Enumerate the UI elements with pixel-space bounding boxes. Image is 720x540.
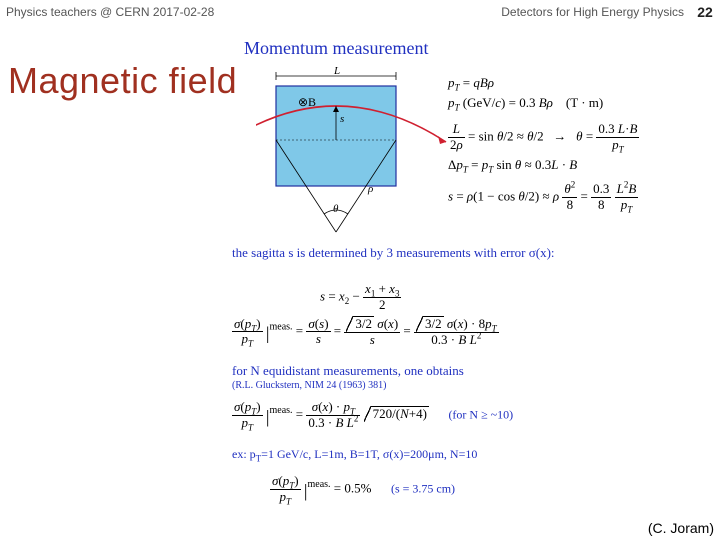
eq-s: s = ρ(1 − cos θ/2) ≈ ρ θ28 = 0.38 L2BpT bbox=[448, 182, 638, 213]
eq-final: σ(pT)pT |meas. = 0.5% (s = 3.75 cm) bbox=[270, 474, 455, 505]
N-text: for N equidistant measurements, one obta… bbox=[232, 364, 464, 379]
eq-pt: pT = qBρ bbox=[448, 76, 494, 91]
eq-sigmaN: σ(pT)pT |meas. = σ(x) · pT0.3 · B L2 720… bbox=[232, 400, 513, 431]
header-mid: Detectors for High Energy Physics bbox=[306, 5, 690, 19]
slide-title: Magnetic field bbox=[8, 60, 237, 102]
eq-dpt: ΔpT = pT sin θ ≈ 0.3L · B bbox=[448, 158, 577, 173]
s-label: s bbox=[340, 113, 344, 125]
credit: (C. Joram) bbox=[648, 520, 714, 536]
slide-header: Physics teachers @ CERN 2017-02-28 Detec… bbox=[0, 0, 720, 24]
sagitta-diagram: L ⊗B s ρ θ x z y bbox=[256, 64, 456, 244]
sagitta-text: the sagitta s is determined by 3 measure… bbox=[232, 246, 652, 261]
embed-title: Momentum measurement bbox=[244, 38, 428, 59]
N-ref: (R.L. Gluckstern, NIM 24 (1963) 381) bbox=[232, 380, 386, 392]
header-left: Physics teachers @ CERN 2017-02-28 bbox=[0, 5, 306, 19]
example-text: ex: pT=1 GeV/c, L=1m, B=1T, σ(x)=200μm, … bbox=[232, 448, 477, 462]
eq-Lrho: L2ρ = sin θ/2 ≈ θ/2 → θ = 0.3 L·BpT bbox=[448, 122, 639, 153]
header-page: 22 bbox=[690, 4, 720, 20]
eq-s3: s = x2 − x1 + x32 bbox=[320, 282, 401, 313]
L-label: L bbox=[333, 65, 340, 77]
rho-label: ρ bbox=[367, 183, 373, 195]
eq-pt2: pT (GeV/c) = 0.3 Bρ (T · m) bbox=[448, 96, 603, 111]
eq-sigma1: σ(pT)pT |meas. = σ(s)s = 3/2 σ(x)s = 3/2… bbox=[232, 316, 499, 348]
theta-label: θ bbox=[333, 203, 339, 215]
